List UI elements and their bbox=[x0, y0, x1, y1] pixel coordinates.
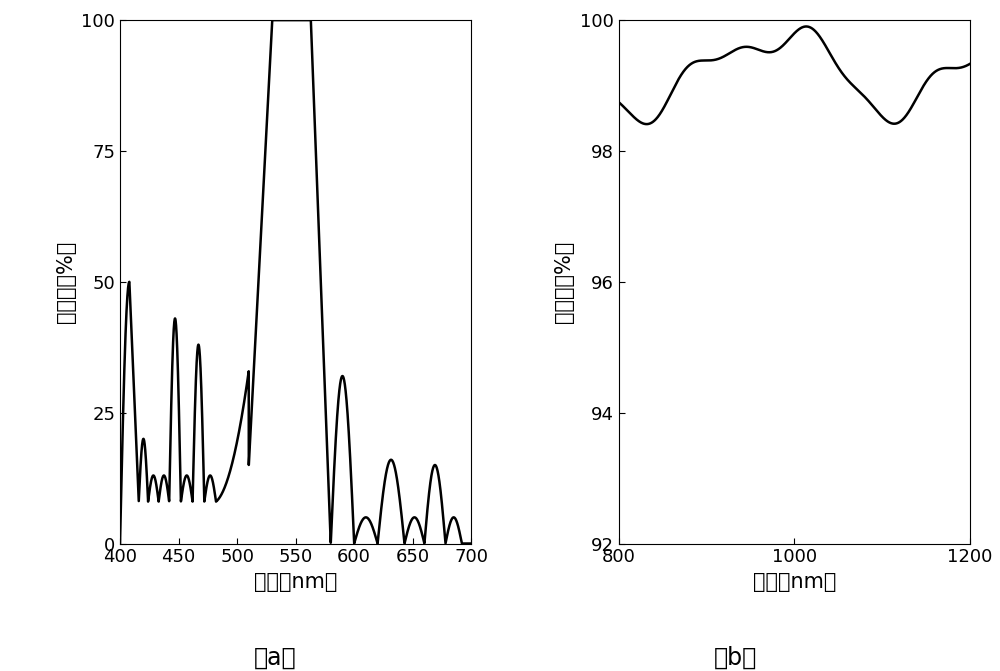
Text: （b）: （b） bbox=[713, 646, 757, 669]
Y-axis label: 透射率（%）: 透射率（%） bbox=[554, 241, 574, 323]
Text: （a）: （a） bbox=[254, 646, 296, 669]
Y-axis label: 反射率（%）: 反射率（%） bbox=[56, 241, 76, 323]
X-axis label: 波长（nm）: 波长（nm） bbox=[753, 572, 836, 592]
X-axis label: 波长（nm）: 波长（nm） bbox=[254, 572, 337, 592]
